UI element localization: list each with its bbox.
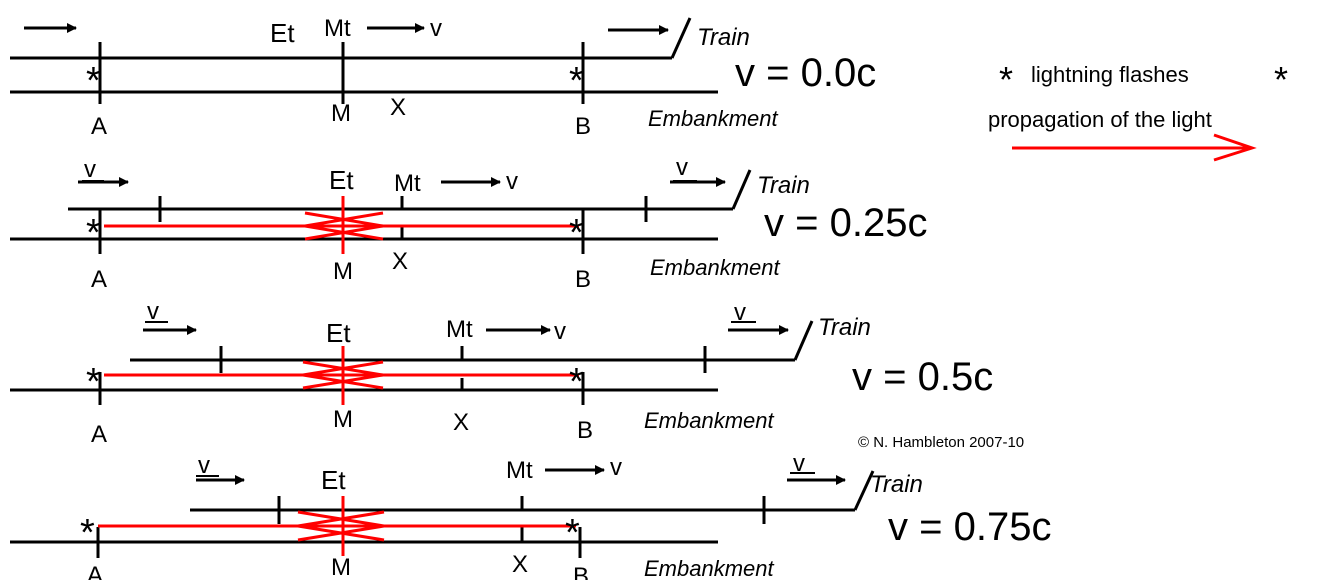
label-a: A xyxy=(91,421,107,448)
label-x: X xyxy=(453,409,469,436)
panel-2-flashes: * * xyxy=(86,212,584,254)
label-m: M xyxy=(333,406,353,433)
flash-star-b: * xyxy=(569,361,584,403)
light-head-right xyxy=(297,510,385,542)
panel-4-flashes: * * xyxy=(80,512,580,554)
panel-4 xyxy=(10,465,875,558)
panel-3-text: A B M X Et Mt v v v Train Embankment v =… xyxy=(91,298,993,448)
label-et: Et xyxy=(321,465,346,495)
label-v: v xyxy=(554,318,566,345)
label-v-left: v xyxy=(147,298,159,325)
light-head-left xyxy=(297,510,385,542)
flash-star-b: * xyxy=(569,212,584,254)
speed-label: v = 0.5c xyxy=(852,355,993,399)
legend-propagation-label: propagation of the light xyxy=(988,107,1212,132)
panel-2 xyxy=(10,169,752,254)
panel-3-light xyxy=(104,346,579,405)
train-slash xyxy=(793,320,814,361)
panel-1 xyxy=(10,17,718,104)
light-head-right xyxy=(302,360,384,390)
label-b: B xyxy=(573,563,589,580)
speed-label: v = 0.0c xyxy=(735,51,876,95)
label-v-right: v xyxy=(793,450,805,477)
label-v-left: v xyxy=(84,156,96,183)
light-head-left xyxy=(304,211,384,241)
flash-star-b: * xyxy=(565,512,580,554)
label-b: B xyxy=(575,113,591,140)
panel-1-text: A B M X Et Mt v Train Embankment v = 0.0… xyxy=(91,15,876,140)
label-x: X xyxy=(392,248,408,275)
label-v-right: v xyxy=(734,299,746,326)
label-m: M xyxy=(331,100,351,127)
panel-3 xyxy=(10,320,814,405)
train-slash xyxy=(853,470,875,511)
label-et: Et xyxy=(270,18,295,48)
train-slash xyxy=(731,169,752,210)
label-v-left: v xyxy=(198,452,210,479)
label-x: X xyxy=(390,94,406,121)
label-mt: Mt xyxy=(446,316,473,343)
label-embankment: Embankment xyxy=(650,255,781,280)
label-x: X xyxy=(512,551,528,578)
label-v: v xyxy=(610,454,622,481)
flash-star-a: * xyxy=(80,512,95,554)
legend-lightning-label: lightning flashes xyxy=(1031,62,1189,87)
legend: * lightning flashes * propagation of the… xyxy=(988,59,1288,162)
flash-star-b: * xyxy=(569,60,584,102)
label-a: A xyxy=(91,266,107,293)
label-et: Et xyxy=(326,318,351,348)
flash-star-a: * xyxy=(86,361,101,403)
panel-1-flashes: * * xyxy=(86,60,584,102)
label-embankment: Embankment xyxy=(648,106,779,131)
train-slash xyxy=(670,17,692,59)
panel-4-text: A B M X Et Mt v v v Train Embankment v =… xyxy=(87,450,1051,580)
speed-label: v = 0.25c xyxy=(764,201,927,245)
panel-2-text: A B M X Et Mt v v v Train Embankment v =… xyxy=(84,154,927,293)
label-b: B xyxy=(577,417,593,444)
label-train: Train xyxy=(818,314,871,341)
legend-arrow-head xyxy=(1213,133,1257,162)
label-v: v xyxy=(506,168,518,195)
label-a: A xyxy=(91,113,107,140)
flash-star-a: * xyxy=(86,60,101,102)
panel-2-light xyxy=(104,196,579,254)
label-mt: Mt xyxy=(394,170,421,197)
flash-star-a: * xyxy=(86,212,101,254)
label-v: v xyxy=(430,15,442,42)
panel-4-light xyxy=(98,496,576,556)
label-train: Train xyxy=(757,172,810,199)
speed-label: v = 0.75c xyxy=(888,505,1051,549)
label-mt: Mt xyxy=(324,15,351,42)
legend-star-right: * xyxy=(1274,59,1288,100)
label-a: A xyxy=(87,562,103,580)
light-head-right xyxy=(304,211,384,241)
copyright-notice: © N. Hambleton 2007-10 xyxy=(858,434,1024,451)
light-head-left xyxy=(302,360,384,390)
label-et: Et xyxy=(329,165,354,195)
label-embankment: Embankment xyxy=(644,408,775,433)
legend-star-left: * xyxy=(999,59,1013,100)
legend-propagation-arrow xyxy=(1012,133,1257,162)
label-b: B xyxy=(575,266,591,293)
label-m: M xyxy=(333,258,353,285)
label-v-right: v xyxy=(676,154,688,181)
panel-3-flashes: * * xyxy=(86,361,584,403)
label-embankment: Embankment xyxy=(644,556,775,580)
label-m: M xyxy=(331,554,351,580)
label-mt: Mt xyxy=(506,457,533,484)
label-train: Train xyxy=(697,24,750,51)
label-train: Train xyxy=(870,471,923,498)
